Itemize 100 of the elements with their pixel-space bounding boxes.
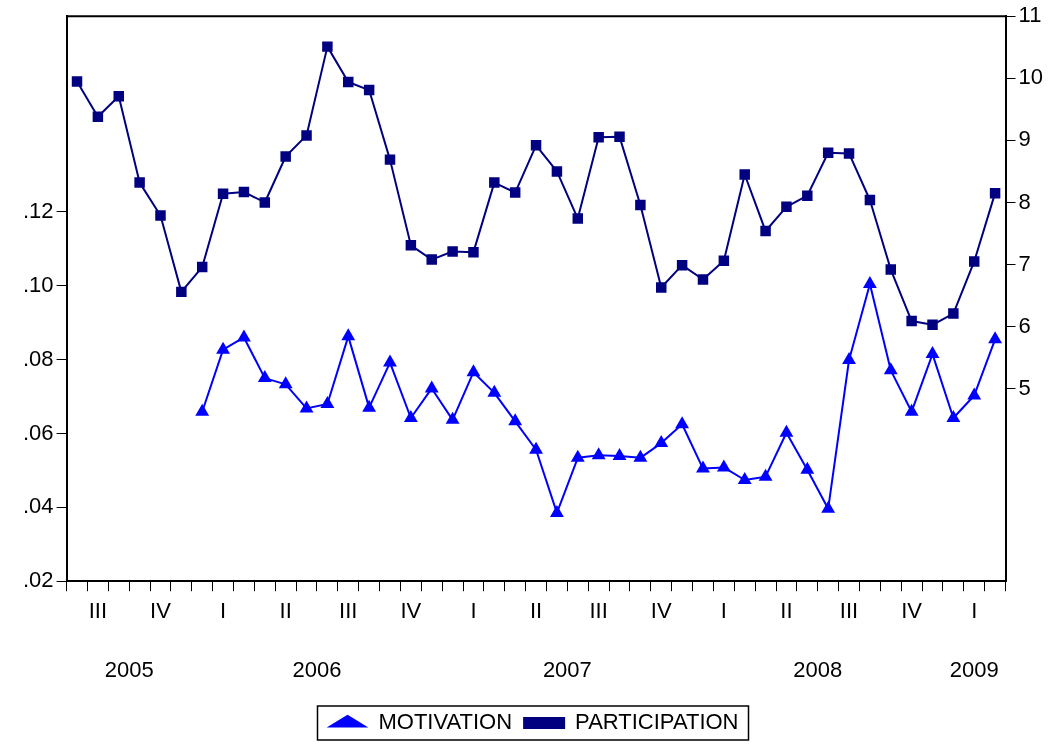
x-tick-label: IV: [650, 598, 672, 624]
point: [300, 401, 313, 413]
point: [113, 91, 124, 102]
point: [968, 256, 980, 267]
point: [675, 417, 689, 429]
point: [593, 132, 604, 143]
y-tick-label: .12: [22, 197, 54, 223]
point: [718, 255, 730, 267]
point: [447, 246, 458, 257]
x2-tick-label: 2008: [793, 656, 843, 682]
point: [801, 462, 814, 474]
point: [258, 371, 271, 383]
point: [676, 259, 688, 271]
point: [614, 131, 625, 142]
point: [656, 282, 667, 293]
point: [760, 225, 771, 237]
point: [426, 254, 437, 265]
x-tick-label: III: [88, 598, 108, 624]
point: [635, 199, 646, 211]
x-tick-label: IV: [150, 598, 172, 624]
x-tick-label: I: [720, 598, 727, 624]
point: [343, 76, 354, 88]
y2-tick-label: 7: [1018, 250, 1031, 276]
point: [571, 450, 584, 462]
x-tick-label: IV: [901, 598, 923, 624]
x-tick-label: II: [529, 598, 543, 624]
y2-tick-label: 10: [1018, 64, 1044, 90]
point: [530, 140, 542, 151]
x-tick-label: I: [971, 598, 978, 624]
y2-tick-label: 5: [1018, 374, 1031, 400]
point: [321, 396, 334, 408]
point: [238, 186, 250, 198]
point: [551, 166, 563, 177]
legend-label: MOTIVATION: [378, 709, 513, 735]
legend-label: PARTICIPATION: [575, 709, 739, 735]
point: [947, 410, 960, 422]
point: [196, 404, 209, 416]
point: [404, 410, 418, 422]
point: [906, 315, 917, 327]
y-tick-label: .06: [22, 419, 54, 445]
point: [802, 190, 813, 201]
point: [280, 151, 291, 162]
point: [425, 381, 438, 393]
x-tick-label: II: [780, 598, 793, 624]
point: [279, 377, 292, 389]
point: [885, 264, 897, 275]
point: [155, 210, 166, 221]
point: [592, 448, 605, 460]
point: [655, 436, 668, 448]
point: [863, 276, 877, 288]
point: [842, 353, 856, 364]
point: [383, 355, 397, 367]
point: [216, 342, 230, 354]
point: [446, 412, 459, 424]
x2-tick-label: 2005: [104, 656, 154, 682]
point: [176, 286, 187, 298]
point: [322, 41, 333, 52]
point: [738, 473, 751, 485]
point: [988, 332, 1002, 344]
point: [864, 194, 876, 206]
point: [237, 330, 251, 342]
y2-tick-label: 6: [1018, 312, 1031, 338]
point: [780, 425, 793, 437]
point: [696, 461, 710, 473]
point: [92, 111, 104, 123]
y-tick-label: .02: [22, 567, 54, 593]
y-tick-label: .08: [22, 345, 54, 371]
point: [989, 187, 1001, 199]
point: [259, 197, 271, 208]
point: [529, 442, 543, 454]
point: [572, 213, 584, 224]
point: [884, 363, 897, 375]
x-tick-label: III: [339, 598, 358, 624]
point: [759, 469, 772, 481]
point: [905, 404, 918, 416]
point: [134, 177, 145, 188]
point: [488, 385, 501, 397]
point: [71, 76, 83, 87]
point: [384, 154, 396, 165]
point: [739, 169, 750, 180]
point: [467, 365, 480, 377]
point: [489, 177, 500, 188]
x-tick-label: III: [589, 598, 608, 624]
point: [362, 400, 376, 412]
point: [927, 319, 938, 331]
x-tick-label: I: [470, 598, 477, 624]
point: [301, 130, 312, 141]
point: [509, 414, 522, 426]
point: [509, 187, 521, 198]
y2-tick-label: 9: [1018, 126, 1031, 152]
y-tick-label: .10: [22, 271, 54, 297]
point: [843, 148, 855, 159]
x2-tick-label: 2007: [542, 656, 592, 682]
y2-tick-label: 11: [1018, 2, 1042, 28]
x2-tick-label: 2006: [292, 656, 342, 682]
point: [405, 240, 417, 251]
point: [550, 505, 564, 517]
point: [634, 450, 647, 462]
point: [926, 347, 939, 359]
y-tick-label: .04: [22, 493, 54, 519]
